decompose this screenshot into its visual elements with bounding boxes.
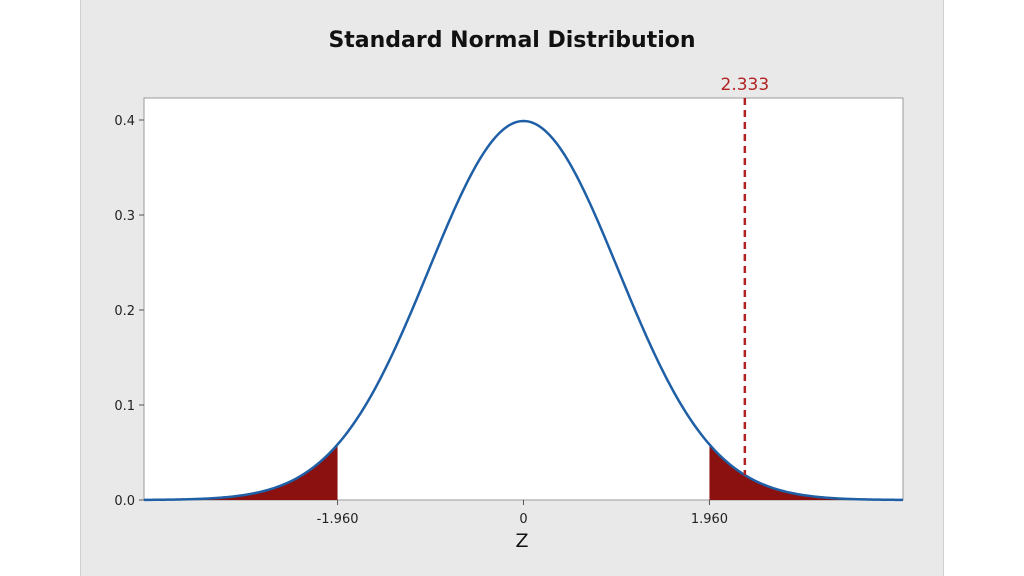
x-tick-label: -1.960 [317, 512, 359, 527]
chart-title: Standard Normal Distribution [328, 28, 695, 53]
reference-line-label: 2.333 [721, 75, 770, 95]
x-axis-label: Z [515, 530, 528, 552]
y-tick-label: 0.2 [114, 304, 135, 319]
shaded-regions [144, 444, 903, 500]
x-tick-label: 1.960 [691, 512, 728, 527]
left-tail-region [144, 444, 338, 500]
y-tick-label: 0.4 [114, 114, 135, 129]
plot-area [143, 97, 904, 501]
x-tick-label: 0 [519, 512, 527, 527]
y-tick-label: 0.3 [114, 209, 135, 224]
y-tick-label: 0.1 [114, 399, 135, 414]
x-axis-ticks: -1.960 0 1.960 [317, 500, 728, 527]
y-axis-ticks: 0.0 0.1 0.2 0.3 0.4 [114, 114, 144, 509]
y-tick-label: 0.0 [114, 494, 135, 509]
density-curve [143, 119, 904, 502]
right-tail-region [709, 444, 903, 500]
